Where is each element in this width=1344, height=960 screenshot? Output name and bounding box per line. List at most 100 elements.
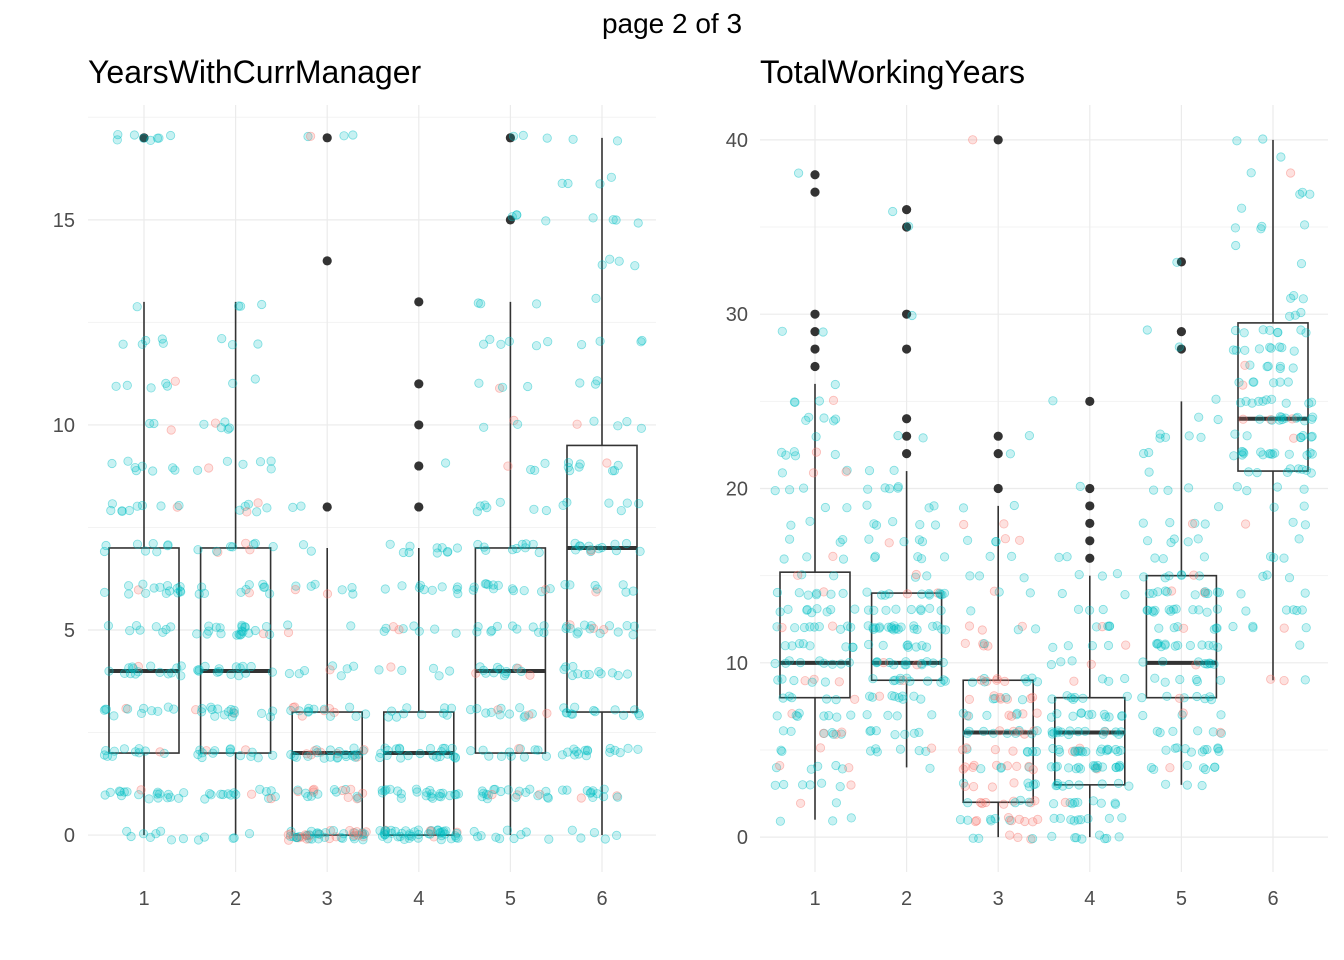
outlier-point: [993, 431, 1003, 441]
data-point: [1161, 745, 1171, 755]
data-point: [1117, 711, 1127, 721]
y-tick-label: 40: [726, 130, 748, 152]
data-point: [300, 830, 310, 840]
data-point: [545, 584, 555, 594]
data-point: [503, 461, 513, 471]
data-point: [1009, 778, 1019, 788]
data-point: [105, 787, 115, 798]
data-point: [1075, 743, 1085, 753]
data-point: [850, 604, 860, 614]
data-point: [223, 789, 233, 799]
data-point: [524, 710, 534, 720]
data-point: [1295, 432, 1306, 443]
data-point: [411, 784, 421, 794]
data-point: [1191, 660, 1201, 670]
data-point: [516, 829, 526, 840]
data-point: [340, 784, 351, 795]
data-point: [428, 663, 439, 674]
outlier-point: [810, 361, 820, 372]
data-point: [1004, 710, 1014, 720]
data-point: [435, 788, 445, 799]
data-point: [425, 829, 435, 839]
data-point: [306, 826, 316, 836]
data-point: [106, 505, 116, 516]
data-point: [250, 625, 260, 636]
data-point: [132, 501, 142, 511]
data-point: [374, 665, 384, 675]
data-point: [1049, 728, 1059, 738]
data-point: [1031, 624, 1041, 634]
data-point: [1011, 710, 1022, 720]
data-point: [914, 535, 925, 545]
data-point: [166, 425, 176, 435]
data-point: [266, 456, 276, 466]
box-group-1: [779, 170, 851, 820]
panel-title: YearsWithCurrManager: [88, 54, 422, 90]
data-point: [343, 792, 353, 803]
data-point: [170, 376, 180, 386]
box-group-6: [1237, 139, 1309, 681]
data-point: [1231, 240, 1241, 251]
x-tick-label: 4: [1084, 888, 1095, 910]
data-point: [1014, 725, 1024, 736]
data-point: [864, 534, 874, 544]
data-point: [435, 827, 445, 837]
data-point: [119, 744, 130, 754]
outlier-point: [1085, 501, 1095, 511]
data-point: [1146, 762, 1157, 773]
data-point: [1067, 799, 1078, 809]
data-point: [1071, 833, 1081, 843]
data-point: [502, 825, 512, 835]
data-point: [442, 710, 452, 720]
outlier-point: [322, 502, 332, 512]
data-point: [158, 338, 168, 348]
data-point: [158, 627, 168, 637]
data-point: [285, 829, 296, 839]
data-point: [100, 704, 110, 714]
data-point: [231, 662, 241, 672]
data-point: [439, 703, 450, 713]
data-point: [402, 703, 412, 713]
data-point: [193, 749, 203, 760]
data-point: [212, 667, 222, 677]
data-point: [444, 666, 455, 676]
data-point: [306, 791, 316, 801]
data-point: [983, 641, 993, 651]
data-point: [216, 422, 226, 433]
data-point: [621, 587, 631, 597]
data-point: [235, 630, 245, 640]
data-point: [234, 301, 244, 311]
data-point: [818, 728, 829, 739]
data-point: [541, 751, 552, 761]
data-point: [194, 666, 204, 676]
x-tick-label: 2: [901, 888, 912, 910]
data-point: [1080, 726, 1090, 736]
data-point: [530, 745, 540, 755]
data-point: [401, 826, 411, 836]
data-point: [1192, 676, 1203, 687]
data-point: [322, 589, 333, 599]
data-point: [544, 834, 554, 844]
data-point: [195, 745, 205, 755]
data-point: [584, 541, 594, 551]
data-point: [562, 621, 572, 632]
data-point: [259, 582, 270, 592]
data-point: [361, 827, 371, 837]
data-point: [1302, 450, 1312, 460]
data-point: [315, 747, 326, 757]
data-point: [572, 419, 582, 429]
data-point: [1200, 694, 1210, 704]
data-point: [258, 579, 268, 589]
data-point: [924, 588, 934, 599]
data-point: [608, 215, 618, 225]
data-point: [334, 746, 344, 757]
outlier-point: [1176, 344, 1186, 354]
data-point: [428, 793, 438, 803]
data-point: [199, 832, 210, 842]
data-point: [267, 706, 278, 716]
data-point: [1213, 642, 1223, 652]
data-point: [929, 501, 939, 511]
data-point: [848, 642, 858, 653]
data-point: [307, 834, 317, 844]
